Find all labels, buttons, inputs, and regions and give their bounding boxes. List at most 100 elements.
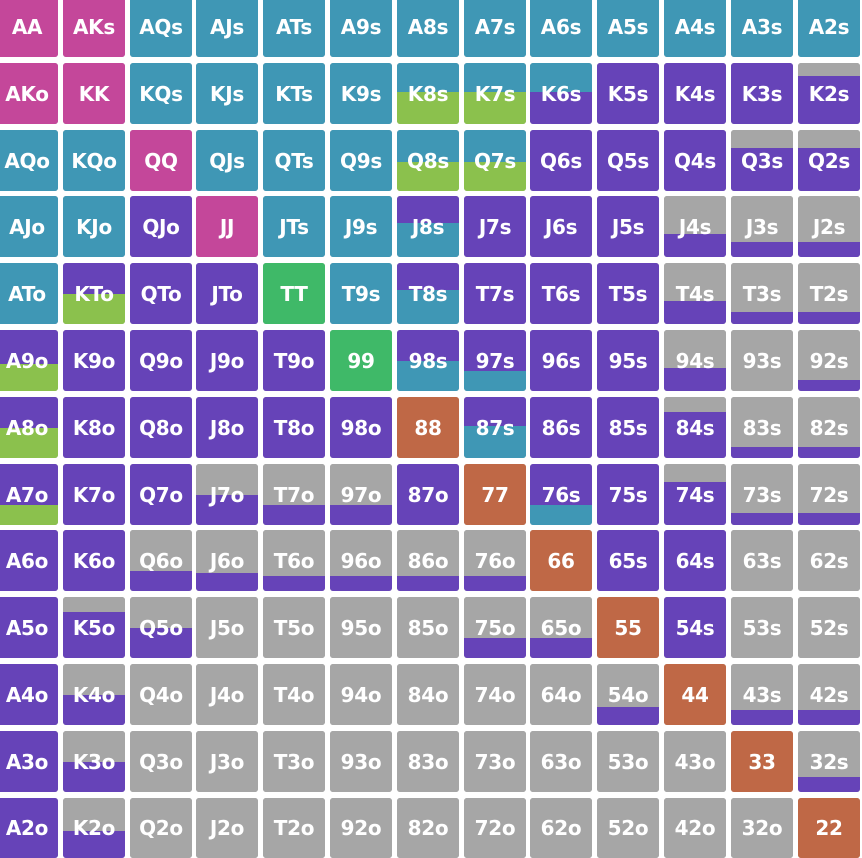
hand-cell-54o[interactable]: 54o [597, 664, 659, 725]
hand-cell-76s[interactable]: 76s [530, 464, 592, 525]
hand-cell-T8s[interactable]: T8s [397, 263, 459, 324]
hand-cell-KQs[interactable]: KQs [130, 63, 192, 124]
hand-cell-J8o[interactable]: J8o [196, 397, 258, 458]
hand-cell-T5o[interactable]: T5o [263, 597, 325, 658]
hand-cell-A2o[interactable]: A2o [0, 798, 58, 858]
hand-cell-86o[interactable]: 86o [397, 530, 459, 591]
hand-cell-85s[interactable]: 85s [597, 397, 659, 458]
hand-cell-Q4s[interactable]: Q4s [664, 130, 726, 191]
hand-cell-AQo[interactable]: AQo [0, 130, 58, 191]
hand-cell-93o[interactable]: 93o [330, 731, 392, 792]
hand-cell-AA[interactable]: AA [0, 0, 58, 57]
hand-cell-98o[interactable]: 98o [330, 397, 392, 458]
hand-cell-QTs[interactable]: QTs [263, 130, 325, 191]
hand-cell-Q9s[interactable]: Q9s [330, 130, 392, 191]
hand-cell-T8o[interactable]: T8o [263, 397, 325, 458]
hand-cell-T9o[interactable]: T9o [263, 330, 325, 391]
hand-cell-K4s[interactable]: K4s [664, 63, 726, 124]
hand-cell-73o[interactable]: 73o [464, 731, 526, 792]
hand-cell-JJ[interactable]: JJ [196, 196, 258, 257]
hand-cell-62o[interactable]: 62o [530, 798, 592, 858]
hand-cell-64o[interactable]: 64o [530, 664, 592, 725]
hand-cell-96s[interactable]: 96s [530, 330, 592, 391]
hand-cell-92o[interactable]: 92o [330, 798, 392, 858]
hand-cell-AJs[interactable]: AJs [196, 0, 258, 57]
hand-cell-J9o[interactable]: J9o [196, 330, 258, 391]
hand-cell-QJs[interactable]: QJs [196, 130, 258, 191]
hand-cell-KTs[interactable]: KTs [263, 63, 325, 124]
hand-cell-A7o[interactable]: A7o [0, 464, 58, 525]
hand-cell-32o[interactable]: 32o [731, 798, 793, 858]
hand-cell-63o[interactable]: 63o [530, 731, 592, 792]
hand-cell-J2s[interactable]: J2s [798, 196, 860, 257]
hand-cell-K3o[interactable]: K3o [63, 731, 125, 792]
hand-cell-94o[interactable]: 94o [330, 664, 392, 725]
hand-cell-A8o[interactable]: A8o [0, 397, 58, 458]
hand-cell-ATs[interactable]: ATs [263, 0, 325, 57]
hand-cell-83s[interactable]: 83s [731, 397, 793, 458]
hand-cell-K6s[interactable]: K6s [530, 63, 592, 124]
hand-cell-65o[interactable]: 65o [530, 597, 592, 658]
hand-cell-Q6s[interactable]: Q6s [530, 130, 592, 191]
hand-cell-Q7s[interactable]: Q7s [464, 130, 526, 191]
hand-cell-32s[interactable]: 32s [798, 731, 860, 792]
hand-cell-53o[interactable]: 53o [597, 731, 659, 792]
hand-cell-Q3o[interactable]: Q3o [130, 731, 192, 792]
hand-cell-42s[interactable]: 42s [798, 664, 860, 725]
hand-cell-A6o[interactable]: A6o [0, 530, 58, 591]
hand-cell-94s[interactable]: 94s [664, 330, 726, 391]
hand-cell-53s[interactable]: 53s [731, 597, 793, 658]
hand-cell-K5o[interactable]: K5o [63, 597, 125, 658]
hand-cell-95s[interactable]: 95s [597, 330, 659, 391]
hand-cell-T7s[interactable]: T7s [464, 263, 526, 324]
hand-cell-Q2o[interactable]: Q2o [130, 798, 192, 858]
hand-cell-87o[interactable]: 87o [397, 464, 459, 525]
hand-cell-A2s[interactable]: A2s [798, 0, 860, 57]
hand-cell-96o[interactable]: 96o [330, 530, 392, 591]
hand-cell-T6o[interactable]: T6o [263, 530, 325, 591]
hand-cell-K7o[interactable]: K7o [63, 464, 125, 525]
hand-cell-J4s[interactable]: J4s [664, 196, 726, 257]
hand-cell-KJs[interactable]: KJs [196, 63, 258, 124]
hand-cell-Q6o[interactable]: Q6o [130, 530, 192, 591]
hand-cell-55[interactable]: 55 [597, 597, 659, 658]
hand-cell-KJo[interactable]: KJo [63, 196, 125, 257]
hand-cell-J8s[interactable]: J8s [397, 196, 459, 257]
hand-cell-97o[interactable]: 97o [330, 464, 392, 525]
hand-cell-75s[interactable]: 75s [597, 464, 659, 525]
hand-cell-86s[interactable]: 86s [530, 397, 592, 458]
hand-cell-A5o[interactable]: A5o [0, 597, 58, 658]
hand-cell-AKs[interactable]: AKs [63, 0, 125, 57]
hand-cell-33[interactable]: 33 [731, 731, 793, 792]
hand-cell-93s[interactable]: 93s [731, 330, 793, 391]
hand-cell-T2s[interactable]: T2s [798, 263, 860, 324]
hand-cell-A6s[interactable]: A6s [530, 0, 592, 57]
hand-cell-62s[interactable]: 62s [798, 530, 860, 591]
hand-cell-J5o[interactable]: J5o [196, 597, 258, 658]
hand-cell-72s[interactable]: 72s [798, 464, 860, 525]
hand-cell-A9o[interactable]: A9o [0, 330, 58, 391]
hand-cell-A3s[interactable]: A3s [731, 0, 793, 57]
hand-cell-65s[interactable]: 65s [597, 530, 659, 591]
hand-cell-AQs[interactable]: AQs [130, 0, 192, 57]
hand-cell-AJo[interactable]: AJo [0, 196, 58, 257]
hand-cell-KTo[interactable]: KTo [63, 263, 125, 324]
hand-cell-75o[interactable]: 75o [464, 597, 526, 658]
hand-cell-J3s[interactable]: J3s [731, 196, 793, 257]
hand-cell-22[interactable]: 22 [798, 798, 860, 858]
hand-cell-Q3s[interactable]: Q3s [731, 130, 793, 191]
hand-cell-A4o[interactable]: A4o [0, 664, 58, 725]
hand-cell-K8o[interactable]: K8o [63, 397, 125, 458]
hand-cell-66[interactable]: 66 [530, 530, 592, 591]
hand-cell-A7s[interactable]: A7s [464, 0, 526, 57]
hand-cell-K7s[interactable]: K7s [464, 63, 526, 124]
hand-cell-44[interactable]: 44 [664, 664, 726, 725]
hand-cell-T3o[interactable]: T3o [263, 731, 325, 792]
hand-cell-K3s[interactable]: K3s [731, 63, 793, 124]
hand-cell-64s[interactable]: 64s [664, 530, 726, 591]
hand-cell-K9o[interactable]: K9o [63, 330, 125, 391]
hand-cell-J7o[interactable]: J7o [196, 464, 258, 525]
hand-cell-84s[interactable]: 84s [664, 397, 726, 458]
hand-cell-TT[interactable]: TT [263, 263, 325, 324]
hand-cell-82s[interactable]: 82s [798, 397, 860, 458]
